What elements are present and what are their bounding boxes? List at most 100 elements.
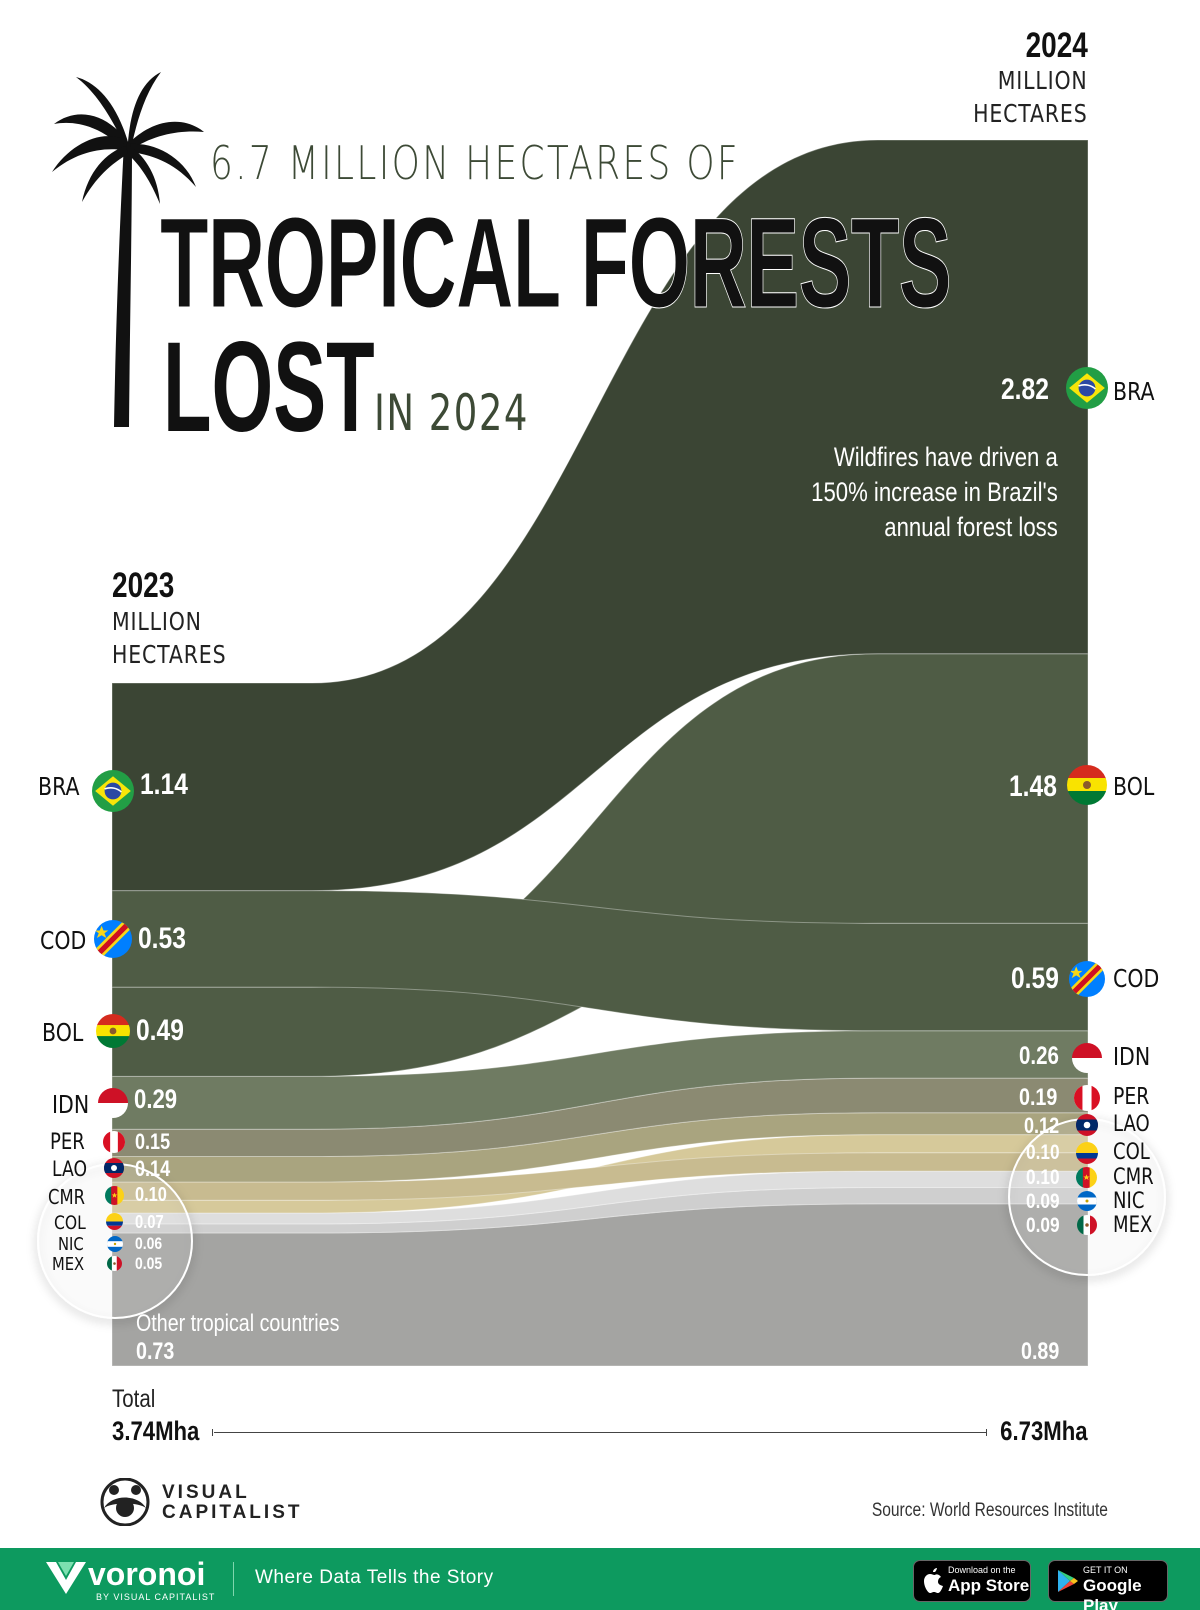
apple-icon bbox=[924, 1568, 943, 1593]
left-value-per: 0.15 bbox=[135, 1129, 171, 1154]
total-connector-tick-left bbox=[212, 1429, 213, 1436]
right-code-mex: MEX bbox=[1113, 1213, 1153, 1238]
google-play-text: Google Play bbox=[1083, 1576, 1142, 1610]
right-value-cmr: 0.10 bbox=[1026, 1166, 1060, 1189]
flag-idn-icon bbox=[1072, 1043, 1102, 1073]
flag-cmr-icon bbox=[105, 1186, 124, 1205]
flag-mex-icon bbox=[107, 1256, 122, 1271]
left-code-bol: BOL bbox=[42, 1018, 84, 1047]
flag-mex-icon bbox=[1077, 1215, 1097, 1235]
right-value-per: 0.19 bbox=[1019, 1084, 1058, 1111]
flag-bol-icon bbox=[96, 1014, 130, 1048]
left-value-mex: 0.05 bbox=[135, 1254, 163, 1273]
title-line-3: LOST bbox=[163, 316, 375, 459]
annotation-line: 150% increase in Brazil's bbox=[811, 477, 1058, 507]
total-2024: 6.73Mha bbox=[1000, 1416, 1088, 1446]
footer-tagline: Where Data Tells the Story bbox=[255, 1567, 494, 1588]
right-code-cmr: CMR bbox=[1113, 1165, 1154, 1190]
flag-nic-icon bbox=[107, 1236, 123, 1252]
annotation-line: annual forest loss bbox=[884, 512, 1058, 542]
flag-col-icon bbox=[106, 1213, 123, 1230]
footer-brand-sub: BY VISUAL CAPITALIST bbox=[96, 1592, 216, 1602]
left-unit-2: HECTARES bbox=[112, 640, 227, 669]
left-code-mex: MEX bbox=[52, 1254, 85, 1275]
palm-tree-icon bbox=[52, 72, 204, 427]
left-code-bra: BRA bbox=[38, 772, 80, 801]
flag-cmr-icon bbox=[1076, 1167, 1097, 1188]
left-code-per: PER bbox=[50, 1130, 85, 1155]
flag-cod-icon bbox=[94, 920, 132, 958]
right-value-bra: 2.82 bbox=[1001, 373, 1049, 406]
right-code-lao: LAO bbox=[1113, 1112, 1150, 1137]
flag-bol-icon bbox=[1067, 765, 1107, 805]
voronoi-logo-icon bbox=[46, 1562, 86, 1594]
flow-band-bra bbox=[111, 139, 1089, 892]
right-value-col: 0.10 bbox=[1026, 1141, 1060, 1164]
flag-col-icon bbox=[1076, 1142, 1098, 1164]
total-connector-tick-right bbox=[986, 1429, 987, 1436]
right-value-lao: 0.12 bbox=[1024, 1113, 1060, 1138]
left-value-cod: 0.53 bbox=[138, 922, 186, 955]
right-value-mex: 0.09 bbox=[1026, 1214, 1060, 1237]
right-unit-2: HECTARES bbox=[973, 99, 1088, 128]
vc-logo-icon bbox=[100, 1477, 150, 1527]
right-unit-1: MILLION bbox=[998, 66, 1088, 95]
left-year: 2023 bbox=[112, 566, 175, 605]
flow-band-per bbox=[111, 1077, 1089, 1158]
left-value-bol: 0.49 bbox=[136, 1014, 184, 1047]
total-2023: 3.74Mha bbox=[112, 1416, 200, 1446]
annotation-line: Wildfires have driven a bbox=[834, 442, 1058, 472]
right-value-idn: 0.26 bbox=[1019, 1042, 1059, 1070]
left-value-idn: 0.29 bbox=[134, 1084, 178, 1114]
annotation: Wildfires have driven a 150% increase in… bbox=[811, 440, 1058, 545]
flow-band-idn bbox=[111, 1030, 1089, 1130]
google-play-icon bbox=[1058, 1570, 1078, 1592]
right-code-col: COL bbox=[1113, 1140, 1150, 1165]
other-label: Other tropical countries bbox=[136, 1310, 340, 1337]
right-code-nic: NIC bbox=[1113, 1189, 1145, 1214]
right-value-nic: 0.09 bbox=[1026, 1190, 1060, 1213]
google-play-small-text: GET IT ON bbox=[1083, 1565, 1128, 1575]
app-store-small-text: Download on the bbox=[948, 1565, 1016, 1575]
flow-band-cod bbox=[111, 890, 1089, 1032]
flag-per-icon bbox=[103, 1131, 125, 1153]
app-store-text: App Store bbox=[948, 1576, 1030, 1595]
left-code-cmr: CMR bbox=[48, 1185, 86, 1209]
flag-idn-icon bbox=[98, 1088, 128, 1118]
source-note: Source: World Resources Institute bbox=[871, 1500, 1108, 1521]
app-store-button[interactable]: Download on the App Store bbox=[913, 1560, 1031, 1602]
left-code-cod: COD bbox=[40, 926, 87, 955]
total-connector-line bbox=[214, 1432, 986, 1433]
right-code-cod: COD bbox=[1113, 964, 1160, 993]
title-line-3-suffix: IN 2024 bbox=[374, 384, 529, 442]
left-value-other: 0.73 bbox=[136, 1338, 175, 1365]
title-line-2: TROPICAL FORESTS bbox=[160, 192, 952, 336]
left-code-idn: IDN bbox=[52, 1090, 90, 1119]
left-value-col: 0.07 bbox=[135, 1212, 164, 1232]
right-value-bol: 1.48 bbox=[1009, 770, 1057, 803]
flag-per-icon bbox=[1074, 1085, 1100, 1111]
footer-divider bbox=[233, 1562, 234, 1596]
left-code-col: COL bbox=[54, 1212, 86, 1234]
google-play-button[interactable]: GET IT ON Google Play bbox=[1048, 1560, 1168, 1610]
right-value-cod: 0.59 bbox=[1011, 962, 1059, 995]
footer-brand: voronoi bbox=[88, 1556, 206, 1592]
right-code-bol: BOL bbox=[1113, 772, 1155, 801]
right-year: 2024 bbox=[1025, 26, 1088, 65]
flag-lao-icon bbox=[104, 1158, 124, 1178]
title-line-1: 6.7 MILLION HECTARES OF bbox=[210, 136, 740, 190]
left-value-bra: 1.14 bbox=[140, 768, 188, 801]
total-label: Total bbox=[112, 1385, 156, 1413]
footer-bar: voronoi BY VISUAL CAPITALIST Where Data … bbox=[0, 1548, 1200, 1610]
visual-capitalist-logo: VISUAL CAPITALIST bbox=[92, 1477, 299, 1531]
right-value-other: 0.89 bbox=[1021, 1338, 1060, 1365]
vc-logo-text-2: CAPITALIST bbox=[162, 1502, 303, 1523]
vc-logo-text-1: VISUAL bbox=[162, 1482, 250, 1503]
flag-nic-icon bbox=[1077, 1191, 1097, 1211]
left-value-cmr: 0.10 bbox=[135, 1184, 167, 1206]
left-code-lao: LAO bbox=[52, 1157, 88, 1181]
left-value-lao: 0.14 bbox=[135, 1156, 171, 1181]
flag-bra-icon bbox=[92, 770, 134, 812]
right-code-per: PER bbox=[1113, 1084, 1150, 1110]
